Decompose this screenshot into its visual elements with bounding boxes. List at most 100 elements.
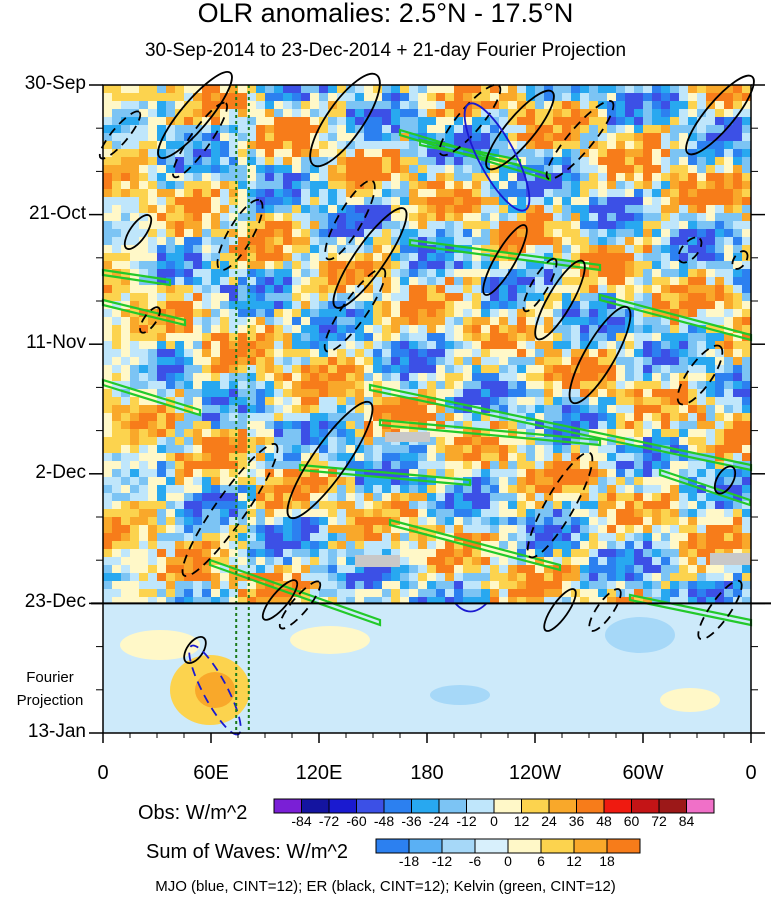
olr-cell (157, 381, 167, 390)
olr-cell (544, 341, 554, 350)
olr-cell (436, 565, 446, 574)
olr-cell (463, 469, 473, 478)
olr-cell (337, 293, 347, 302)
olr-cell (328, 141, 338, 150)
olr-cell (103, 437, 113, 446)
olr-cell (148, 133, 158, 142)
olr-cell (121, 581, 131, 590)
olr-cell (490, 205, 500, 214)
olr-cell (184, 413, 194, 422)
olr-cell (697, 309, 707, 318)
olr-cell (472, 493, 482, 502)
olr-cell (652, 381, 662, 390)
olr-cell (247, 333, 257, 342)
olr-cell (418, 173, 428, 182)
olr-cell (535, 181, 545, 190)
olr-cell (400, 509, 410, 518)
olr-cell (526, 485, 536, 494)
olr-cell (283, 85, 293, 94)
olr-cell (229, 349, 239, 358)
olr-cell (355, 157, 365, 166)
olr-cell (229, 245, 239, 254)
olr-cell (562, 197, 572, 206)
olr-cell (301, 301, 311, 310)
olr-cell (535, 413, 545, 422)
olr-cell (130, 549, 140, 558)
olr-cell (274, 165, 284, 174)
olr-cell (292, 589, 302, 598)
olr-cell (193, 333, 203, 342)
olr-cell (355, 325, 365, 334)
olr-cell (562, 301, 572, 310)
olr-cell (463, 341, 473, 350)
olr-cell (139, 237, 149, 246)
olr-cell (580, 581, 590, 590)
olr-cell (517, 317, 527, 326)
olr-cell (481, 469, 491, 478)
olr-cell (130, 437, 140, 446)
olr-cell (553, 221, 563, 230)
olr-cell (742, 421, 752, 430)
olr-cell (373, 549, 383, 558)
olr-cell (112, 277, 122, 286)
olr-cell (103, 549, 113, 558)
olr-cell (256, 93, 266, 102)
olr-cell (508, 421, 518, 430)
olr-cell (733, 437, 743, 446)
olr-cell (580, 429, 590, 438)
colorbar-box (408, 838, 443, 854)
olr-cell (355, 309, 365, 318)
olr-cell (742, 501, 752, 510)
olr-cell (292, 317, 302, 326)
olr-cell (598, 269, 608, 278)
olr-cell (742, 181, 752, 190)
olr-cell (454, 477, 464, 486)
olr-cell (499, 133, 509, 142)
olr-cell (220, 125, 230, 134)
olr-cell (112, 85, 122, 94)
olr-cell (436, 85, 446, 94)
olr-cell (562, 549, 572, 558)
olr-cell (112, 229, 122, 238)
olr-cell (562, 429, 572, 438)
olr-cell (337, 253, 347, 262)
olr-cell (526, 493, 536, 502)
olr-cell (733, 221, 743, 230)
olr-cell (634, 533, 644, 542)
colorbar-tick-label: -72 (318, 813, 340, 829)
olr-cell (463, 373, 473, 382)
olr-cell (544, 237, 554, 246)
olr-cell (265, 101, 275, 110)
olr-cell (463, 93, 473, 102)
olr-cell (310, 213, 320, 222)
olr-cell (706, 333, 716, 342)
olr-cell (643, 485, 653, 494)
olr-cell (454, 117, 464, 126)
olr-cell (733, 141, 743, 150)
olr-cell (724, 269, 734, 278)
olr-cell (229, 429, 239, 438)
olr-cell (130, 541, 140, 550)
olr-cell (229, 309, 239, 318)
olr-cell (319, 581, 329, 590)
olr-cell (292, 301, 302, 310)
olr-cell (679, 485, 689, 494)
olr-cell (508, 189, 518, 198)
olr-cell (607, 589, 617, 598)
olr-cell (661, 453, 671, 462)
kelvin-contour (378, 418, 602, 447)
olr-cell (697, 533, 707, 542)
olr-cell (643, 373, 653, 382)
olr-cell (670, 133, 680, 142)
olr-cell (319, 445, 329, 454)
olr-cell (274, 549, 284, 558)
olr-cell (697, 437, 707, 446)
olr-cell (328, 429, 338, 438)
olr-cell (481, 269, 491, 278)
olr-cell (292, 101, 302, 110)
olr-cell (589, 381, 599, 390)
olr-cell (436, 437, 446, 446)
olr-cell (418, 197, 428, 206)
olr-cell (148, 109, 158, 118)
olr-cell (508, 253, 518, 262)
